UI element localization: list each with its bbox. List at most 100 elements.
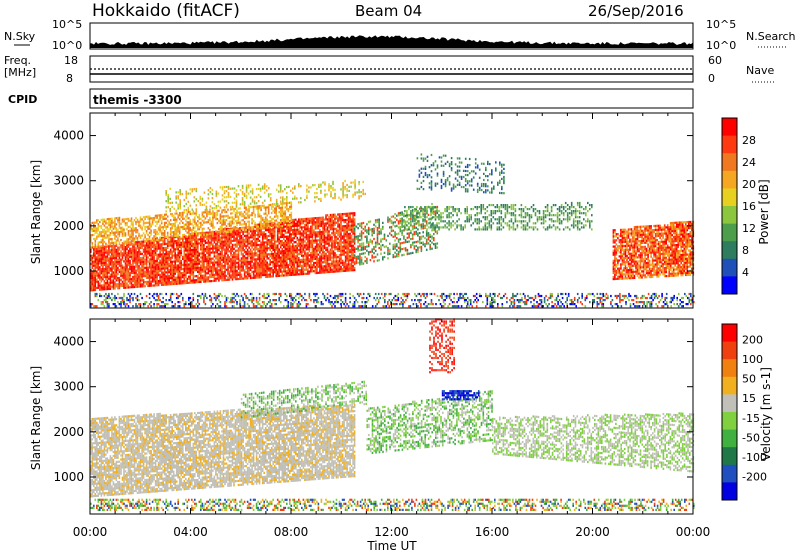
heatmap-cell [233, 232, 235, 234]
heatmap-cell [159, 254, 161, 256]
heatmap-cell [352, 247, 354, 249]
heatmap-cell [168, 279, 170, 281]
heatmap-cell [211, 233, 213, 235]
heatmap-cell [221, 263, 223, 265]
heatmap-cell [345, 221, 347, 223]
heatmap-cell [278, 228, 280, 230]
heatmap-cell [304, 269, 306, 271]
heatmap-cell [176, 248, 178, 250]
heatmap-cell [265, 225, 267, 227]
heatmap-cell [162, 278, 164, 280]
heatmap-cell [111, 240, 113, 242]
heatmap-cell [265, 270, 267, 272]
heatmap-cell [238, 252, 240, 254]
heatmap-cell [277, 215, 279, 217]
heatmap-cell [105, 260, 107, 262]
heatmap-cell [269, 259, 271, 261]
heatmap-cell [212, 235, 214, 237]
heatmap-cell [167, 269, 169, 271]
heatmap-cell [285, 212, 287, 214]
heatmap-cell [239, 230, 241, 232]
heatmap-cell [238, 235, 240, 237]
heatmap-cell [120, 263, 122, 265]
heatmap-cell [229, 231, 231, 233]
heatmap-cell [321, 272, 323, 274]
heatmap-cell [259, 268, 261, 270]
heatmap-cell [280, 258, 282, 260]
heatmap-cell [105, 222, 107, 224]
heatmap-cell [193, 227, 195, 229]
heatmap-cell [262, 264, 264, 266]
heatmap-cell [339, 256, 341, 258]
heatmap-cell [288, 210, 290, 212]
heatmap-cell [95, 287, 97, 289]
heatmap-cell [168, 283, 170, 285]
heatmap-cell [285, 236, 287, 238]
heatmap-cell [333, 240, 335, 242]
heatmap-cell [150, 240, 152, 242]
heatmap-cell [214, 253, 216, 255]
heatmap-cell [206, 236, 208, 238]
heatmap-cell [177, 252, 179, 254]
heatmap-cell [193, 239, 195, 241]
heatmap-cell [110, 226, 112, 228]
heatmap-cell [149, 283, 151, 285]
heatmap-cell [92, 222, 94, 224]
heatmap-cell [319, 262, 321, 264]
heatmap-cell [265, 229, 267, 231]
heatmap-cell [185, 260, 187, 262]
heatmap-cell [318, 233, 320, 235]
heatmap-cell [230, 212, 232, 214]
heatmap-cell [137, 274, 139, 276]
heatmap-cell [236, 244, 238, 246]
heatmap-cell [291, 272, 293, 274]
heatmap-cell [98, 223, 100, 225]
heatmap-cell [164, 218, 166, 220]
heatmap-cell [223, 234, 225, 236]
heatmap-cell [191, 245, 193, 247]
heatmap-cell [257, 205, 259, 207]
heatmap-cell [351, 245, 353, 247]
heatmap-cell [248, 223, 250, 225]
heatmap-cell [140, 275, 142, 277]
heatmap-cell [263, 221, 265, 223]
heatmap-cell [257, 224, 259, 226]
heatmap-cell [122, 233, 124, 235]
heatmap-cell [291, 268, 293, 270]
heatmap-cell [226, 238, 228, 240]
heatmap-cell [235, 233, 237, 235]
heatmap-cell [303, 245, 305, 247]
heatmap-cell [177, 254, 179, 256]
heatmap-cell [324, 243, 326, 245]
heatmap-cell [250, 214, 252, 216]
heatmap-cell [98, 272, 100, 274]
heatmap-cell [254, 240, 256, 242]
heatmap-cell [319, 272, 321, 274]
heatmap-cell [340, 252, 342, 254]
heatmap-cell [245, 261, 247, 263]
heatmap-cell [262, 240, 264, 242]
heatmap-cell [309, 220, 311, 222]
heatmap-cell [229, 240, 231, 242]
heatmap-cell [319, 247, 321, 249]
heatmap-cell [144, 281, 146, 283]
heatmap-cell [250, 265, 252, 267]
heatmap-cell [303, 263, 305, 265]
heatmap-cell [280, 203, 282, 205]
heatmap-cell [324, 271, 326, 273]
heatmap-cell [141, 283, 143, 285]
heatmap-cell [254, 224, 256, 226]
heatmap-cell [174, 281, 176, 283]
heatmap-cell [247, 209, 249, 211]
heatmap-cell [221, 259, 223, 261]
heatmap-cell [230, 188, 232, 190]
heatmap-cell [283, 234, 285, 236]
heatmap-cell [131, 278, 133, 280]
heatmap-cell [205, 250, 207, 252]
heatmap-cell [346, 259, 348, 261]
heatmap-cell [212, 247, 214, 249]
heatmap-cell [316, 243, 318, 245]
heatmap-cell [224, 263, 226, 265]
heatmap-cell [226, 269, 228, 271]
heatmap-cell [196, 279, 198, 281]
